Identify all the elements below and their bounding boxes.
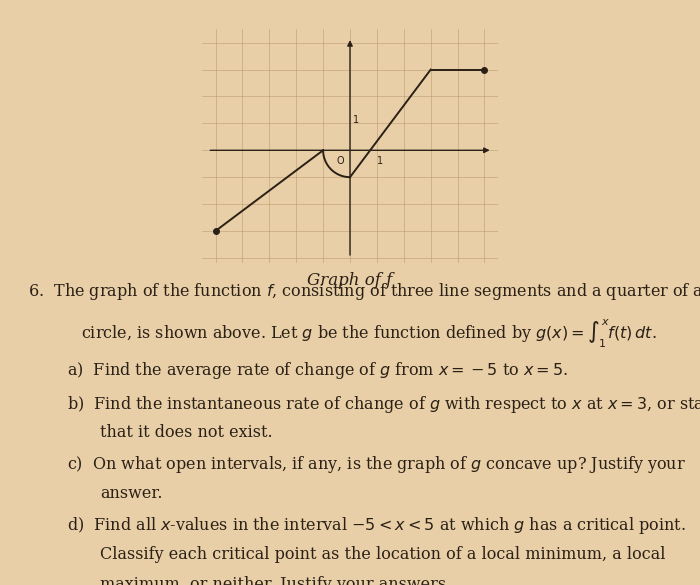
Text: a)  Find the average rate of change of $g$ from $x = -5$ to $x = 5$.: a) Find the average rate of change of $g…	[67, 360, 568, 381]
Text: 1: 1	[354, 115, 359, 125]
Text: c)  On what open intervals, if any, is the graph of $g$ concave up? Justify your: c) On what open intervals, if any, is th…	[67, 455, 687, 476]
Text: maximum, or neither. Justify your answers.: maximum, or neither. Justify your answer…	[100, 576, 452, 585]
Text: Graph of f: Graph of f	[307, 272, 393, 289]
Text: d)  Find all $x$-values in the interval $-5 < x < 5$ at which $g$ has a critical: d) Find all $x$-values in the interval $…	[67, 515, 687, 536]
Text: b)  Find the instantaneous rate of change of $g$ with respect to $x$ at $x = 3$,: b) Find the instantaneous rate of change…	[67, 394, 700, 415]
Text: 1: 1	[377, 156, 383, 166]
Text: 6.  The graph of the function $f$, consisting of three line segments and a quart: 6. The graph of the function $f$, consis…	[28, 281, 700, 302]
Text: answer.: answer.	[100, 485, 163, 502]
Text: circle, is shown above. Let $g$ be the function defined by $g(x) = \int_1^x f(t): circle, is shown above. Let $g$ be the f…	[80, 318, 657, 350]
Text: O: O	[337, 156, 344, 166]
Text: that it does not exist.: that it does not exist.	[100, 424, 273, 441]
Text: Classify each critical point as the location of a local minimum, a local: Classify each critical point as the loca…	[100, 546, 666, 563]
